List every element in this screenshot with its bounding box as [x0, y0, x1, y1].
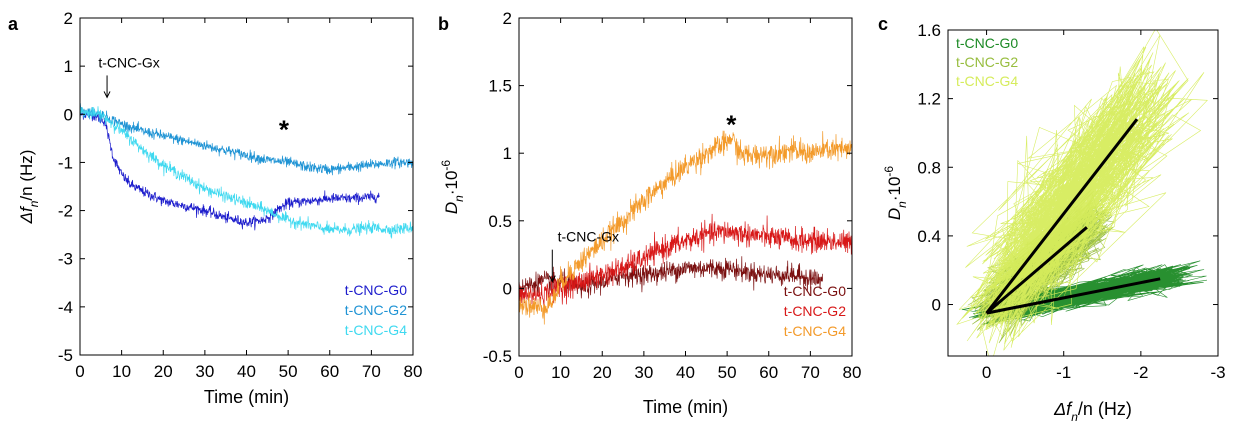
y-axis-label-sub: n [452, 195, 466, 202]
y-tick-label: 2 [503, 9, 512, 28]
y-tick-label: -1 [58, 153, 73, 172]
annotation-arrow [103, 75, 111, 99]
fit-line-t-CNC-G0 [986, 277, 1161, 315]
plot-area [956, 30, 1208, 356]
x-axis-label: Δfn/n (Hz) [1053, 399, 1132, 424]
y-tick-label: 0.4 [917, 227, 941, 246]
y-axis-label-sub: n [895, 201, 909, 208]
x-tick-label: 40 [237, 362, 256, 381]
x-axis-label: Time (min) [204, 387, 289, 407]
y-tick-label: 1.5 [488, 77, 512, 96]
x-tick-label: 0 [982, 363, 991, 382]
x-tick-label: 70 [362, 362, 381, 381]
x-axis-label-sub: n [1071, 410, 1078, 424]
x-tick-label: -2 [1133, 363, 1148, 382]
x-tick-label: 0 [514, 363, 523, 382]
x-axis-label-rest: /n (Hz) [1078, 399, 1132, 419]
legend-entry-t-CNC-G0: t-CNC-G0 [784, 283, 846, 299]
legend-entry-t-CNC-G4: t-CNC-G4 [784, 323, 846, 339]
y-tick-label: 0.8 [917, 158, 941, 177]
y-tick-label: -3 [58, 250, 73, 269]
arrow-head [103, 91, 111, 99]
y-tick-label: -5 [58, 346, 73, 365]
annotation-label: t-CNC-Gx [558, 229, 619, 245]
legend-entry-t-CNC-G4: t-CNC-G4 [345, 322, 407, 338]
x-tick-label: 60 [759, 363, 778, 382]
x-tick-label: 70 [801, 363, 820, 382]
y-tick-label: -0.5 [483, 347, 512, 366]
plot-area [519, 130, 852, 325]
y-tick-label: 1.6 [917, 21, 941, 40]
panel-a: a 0 10 20 30 40 50 60 70 80 -5 -4 -3 -2 -1 0 1 2 Δfn/n (Hz… [8, 9, 422, 407]
legend-entry-t-CNC-G0: t-CNC-G0 [956, 35, 1018, 51]
legend-entry-t-CNC-G2: t-CNC-G2 [345, 302, 407, 318]
star-marker: * [279, 115, 290, 145]
y-tick-label: 0 [932, 296, 941, 315]
x-tick-label: 0 [75, 362, 84, 381]
x-tick-label: 20 [593, 363, 612, 382]
series-cloud-t-CNC-G4 [956, 30, 1208, 356]
y-axis-label-rest: /n (Hz) [17, 150, 36, 201]
x-tick-label: 50 [718, 363, 737, 382]
y-tick-label: 0 [64, 105, 73, 124]
y-tick-label: 1 [64, 57, 73, 76]
plot-area [80, 103, 413, 239]
panel-label-a: a [8, 14, 19, 34]
x-tick-label: 50 [279, 362, 298, 381]
annotation-label: t-CNC-Gx [98, 54, 159, 70]
y-tick-label: 0.5 [488, 212, 512, 231]
y-axis-label: Δfn/n (Hz) [17, 150, 41, 225]
y-axis-label-main: D [885, 208, 904, 220]
fit-line-t-CNC-G2 [985, 226, 1088, 315]
arrow-head [548, 275, 556, 283]
panel-label-b: b [438, 14, 449, 34]
x-tick-label: 20 [154, 362, 173, 381]
axes-frame [947, 29, 1219, 357]
x-tick-label: 10 [551, 363, 570, 382]
y-tick-label: -2 [58, 202, 73, 221]
x-axis-label-main: Δf [1053, 399, 1073, 419]
y-tick-label: 1 [503, 144, 512, 163]
x-tick-label: 80 [843, 363, 862, 382]
series-line-t-CNC-G2 [519, 213, 852, 309]
y-tick-label: -4 [58, 298, 73, 317]
y-axis-label-sup: -6 [882, 166, 896, 177]
y-tick-label: 0 [503, 279, 512, 298]
legend-entry-t-CNC-G2: t-CNC-G2 [784, 303, 846, 319]
series-line-t-CNC-G4 [80, 106, 413, 239]
fit-line-t-CNC-G4 [985, 118, 1139, 315]
y-axis-label-sub: n [27, 200, 41, 207]
y-axis-label: Dn·10-6 [439, 160, 466, 215]
y-axis-label-sup: -6 [439, 160, 453, 171]
legend-entry-t-CNC-G2: t-CNC-G2 [956, 54, 1018, 70]
x-tick-label: 30 [634, 363, 653, 382]
x-axis-label: Time (min) [643, 397, 728, 417]
series-line-t-CNC-G0 [80, 110, 380, 231]
x-tick-label: 40 [676, 363, 695, 382]
y-axis-label-rest: ·10 [442, 171, 461, 196]
legend-entry-t-CNC-G0: t-CNC-G0 [345, 282, 407, 298]
x-tick-label: 10 [112, 362, 131, 381]
x-tick-label: 60 [320, 362, 339, 381]
x-tick-label: -3 [1210, 363, 1225, 382]
y-axis-label: Dn·10-6 [882, 166, 909, 221]
series-line-t-CNC-G2 [80, 103, 413, 176]
y-axis-label-main: Δf [17, 205, 36, 224]
x-tick-label: 80 [404, 362, 423, 381]
x-tick-label: 30 [195, 362, 214, 381]
y-tick-label: 2 [64, 9, 73, 28]
series-line-t-CNC-G4 [519, 130, 852, 325]
x-tick-label: -1 [1056, 363, 1071, 382]
star-marker: * [726, 109, 737, 139]
panel-label-c: c [878, 14, 888, 34]
y-tick-label: 1.2 [917, 90, 941, 109]
legend-entry-t-CNC-G4: t-CNC-G4 [956, 73, 1018, 89]
y-axis-label-main: D [442, 202, 461, 214]
y-axis-label-rest: ·10 [885, 177, 904, 202]
panel-b: b0 10 20 30 40 50 60 70 80-0.500.511.52Dn·10-6Ti… [438, 9, 861, 417]
annotation-arrow [548, 249, 556, 283]
